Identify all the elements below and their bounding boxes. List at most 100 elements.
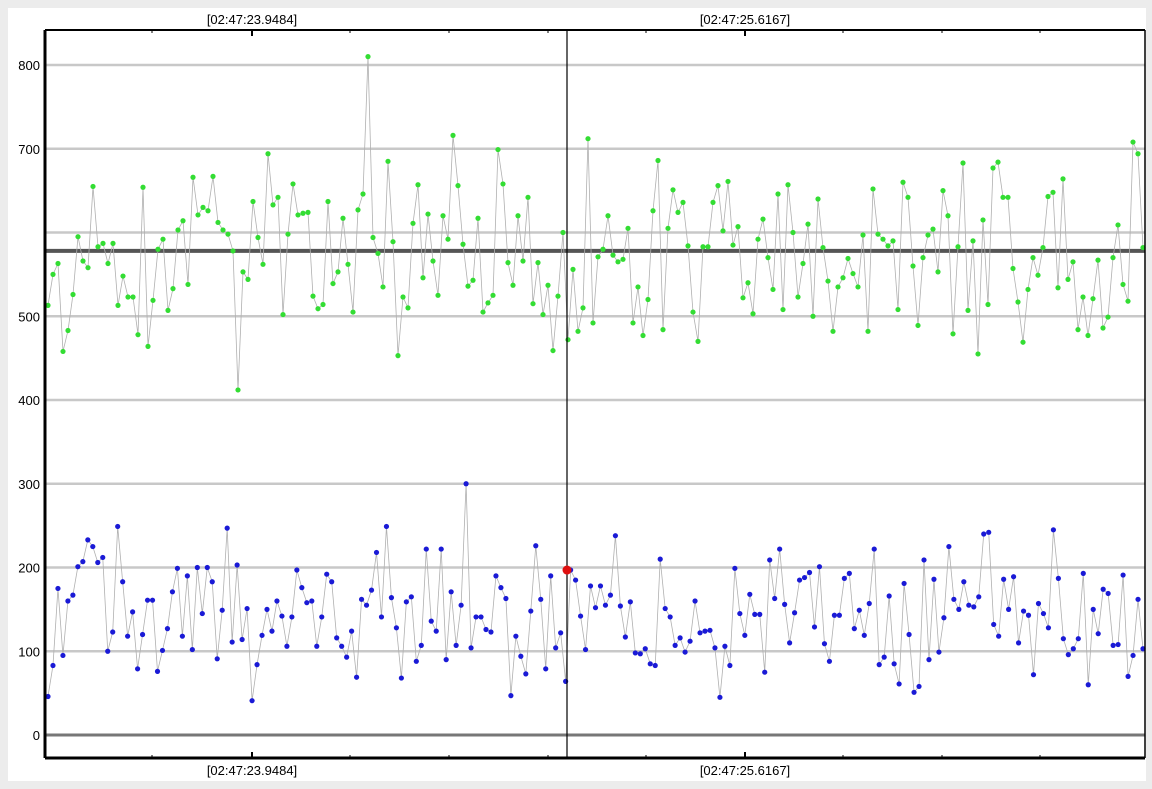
series-1-point bbox=[200, 204, 206, 210]
series-1-point bbox=[875, 231, 881, 237]
series-1-point bbox=[535, 260, 541, 266]
series-2-point bbox=[224, 525, 230, 531]
series-2-point bbox=[1130, 652, 1136, 659]
series-1-point bbox=[430, 258, 436, 264]
series-2-point bbox=[1010, 574, 1017, 580]
series-1-point bbox=[265, 151, 271, 157]
series-1-point bbox=[815, 196, 821, 202]
series-2-point bbox=[816, 564, 823, 570]
series-2-point bbox=[742, 632, 748, 638]
series-2-point bbox=[916, 683, 922, 690]
series-2-point bbox=[622, 634, 628, 640]
series-2-point bbox=[523, 671, 529, 677]
series-1-point bbox=[1035, 272, 1041, 278]
series-2-point bbox=[239, 636, 245, 643]
series-2-point bbox=[219, 607, 225, 613]
series-1-point bbox=[970, 238, 976, 244]
series-2-point bbox=[60, 652, 66, 659]
series-2-point bbox=[572, 577, 579, 583]
series-1-point bbox=[940, 188, 946, 194]
series-1-point bbox=[1055, 285, 1061, 291]
series-2-point bbox=[388, 595, 395, 601]
series-2-point bbox=[1085, 682, 1091, 688]
series-1-point bbox=[450, 132, 456, 138]
series-1-point bbox=[870, 186, 876, 192]
series-2-point bbox=[393, 625, 400, 631]
series-2-point bbox=[149, 597, 156, 603]
series-1-point bbox=[290, 181, 296, 187]
series-1-point bbox=[485, 300, 491, 306]
series-1-point bbox=[965, 307, 971, 313]
series-1-point bbox=[555, 293, 561, 299]
series-2-point bbox=[105, 648, 111, 654]
series-1-point bbox=[950, 331, 956, 337]
series-1-point bbox=[585, 136, 591, 142]
series-1-point bbox=[115, 302, 121, 308]
series-1-point bbox=[885, 243, 891, 249]
series-2-point bbox=[772, 595, 778, 602]
series-1-point bbox=[340, 215, 346, 221]
series-1-point bbox=[335, 269, 341, 275]
series-2-point bbox=[637, 651, 643, 657]
series-1-point bbox=[920, 255, 926, 261]
y-tick-label-700: 700 bbox=[18, 142, 40, 157]
series-2-point bbox=[289, 614, 295, 620]
y-tick-label-300: 300 bbox=[18, 477, 40, 492]
series-2-point bbox=[951, 596, 957, 602]
series-2-point bbox=[194, 564, 200, 571]
series-1-point bbox=[100, 240, 106, 246]
series-2-point bbox=[727, 662, 733, 669]
series-2-point bbox=[856, 607, 862, 613]
series-1-point bbox=[80, 258, 86, 264]
series-1-point bbox=[710, 199, 716, 205]
series-1-point bbox=[500, 181, 506, 187]
series-2-point bbox=[344, 654, 350, 660]
series-2-point bbox=[314, 643, 320, 649]
series-2-point bbox=[458, 602, 464, 608]
series-2-point bbox=[926, 657, 932, 663]
series-2-point bbox=[1001, 576, 1007, 582]
series-2-point bbox=[652, 662, 658, 669]
series-1-point bbox=[1110, 255, 1116, 261]
series-2-point bbox=[179, 633, 185, 639]
series-1-point bbox=[680, 199, 686, 205]
series-2-point bbox=[1120, 572, 1126, 578]
series-1-point bbox=[935, 269, 941, 275]
series-1-point bbox=[140, 184, 146, 190]
series-1-point bbox=[1095, 257, 1101, 263]
series-1-point bbox=[1020, 339, 1026, 345]
series-2-point bbox=[826, 658, 833, 664]
series-1-point bbox=[480, 309, 486, 315]
series-1-point bbox=[1070, 259, 1076, 265]
series-2-point bbox=[1045, 625, 1052, 631]
series-2-point bbox=[1090, 606, 1096, 612]
series-1-point bbox=[690, 309, 696, 315]
series-1-point bbox=[255, 234, 261, 241]
series-1-point bbox=[635, 284, 641, 290]
y-tick-label-400: 400 bbox=[18, 393, 40, 408]
series-2-point bbox=[582, 646, 589, 653]
series-2-point bbox=[304, 600, 310, 606]
series-1-point bbox=[650, 208, 656, 214]
series-2-point bbox=[717, 694, 723, 700]
series-2-point bbox=[846, 570, 852, 576]
series-2-point bbox=[662, 605, 668, 612]
series-2-point bbox=[1006, 606, 1012, 612]
series-2-point bbox=[443, 657, 449, 663]
series-2-point bbox=[498, 585, 504, 591]
series-2-point bbox=[806, 569, 813, 576]
series-2-point bbox=[558, 630, 564, 636]
series-2-point bbox=[189, 646, 195, 653]
series-2-point bbox=[383, 523, 390, 530]
series-2-point bbox=[597, 583, 604, 589]
series-1-point bbox=[60, 348, 66, 355]
series-2-point bbox=[1030, 672, 1037, 678]
series-1-point bbox=[845, 255, 851, 262]
series-2-point bbox=[264, 606, 270, 612]
series-1-point bbox=[375, 250, 381, 257]
series-1-point bbox=[1005, 194, 1011, 200]
time-label-bottom-2: [02:47:25.6167] bbox=[700, 763, 790, 778]
series-2-point bbox=[747, 591, 753, 597]
series-2-point bbox=[647, 661, 653, 667]
series-1-point bbox=[320, 301, 326, 308]
